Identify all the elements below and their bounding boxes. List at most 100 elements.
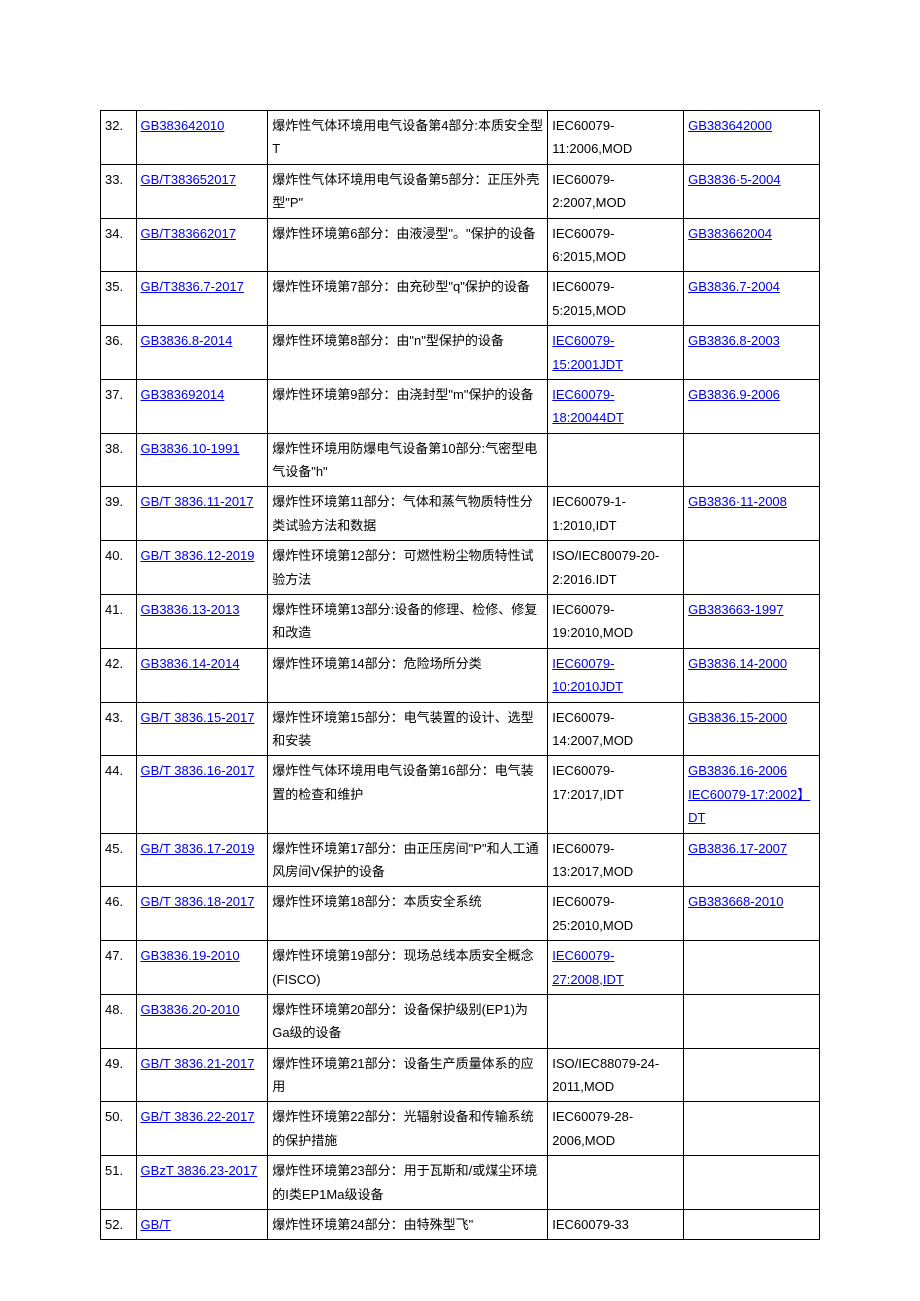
row-number: 32. (101, 111, 137, 165)
description-cell: 爆炸性环境第6部分：由液浸型"。"保护的设备 (268, 218, 548, 272)
standard-link[interactable]: GB/T 3836.18-2017 (141, 894, 255, 909)
row-number: 46. (101, 887, 137, 941)
replaces-cell (684, 1156, 820, 1210)
replaces-link[interactable]: GB3836·11-2008 (688, 494, 787, 509)
standard-link[interactable]: GB3836.8-2014 (141, 333, 233, 348)
standard-link[interactable]: GB3836.13-2013 (141, 602, 240, 617)
row-number: 36. (101, 326, 137, 380)
description-cell: 爆炸性环境用防爆电气设备第10部分:气密型电气设备"h" (268, 433, 548, 487)
standard-link[interactable]: GB3836.20-2010 (141, 1002, 240, 1017)
standard-code-cell: GB/T3836.7-2017 (136, 272, 268, 326)
standard-link[interactable]: GB/T 3836.21-2017 (141, 1056, 255, 1071)
description-cell: 爆炸性气体环境用电气设备第16部分：电气装置的检查和维护 (268, 756, 548, 833)
reference-link[interactable]: IEC60079-27:2008,IDT (552, 948, 624, 986)
replaces-link[interactable]: GB3836.17-2007 (688, 841, 787, 856)
standard-link[interactable]: GB383642010 (141, 118, 225, 133)
standard-link[interactable]: GB3836.14-2014 (141, 656, 240, 671)
description-cell: 爆炸性气体环境用电气设备第4部分:本质安全型T (268, 111, 548, 165)
table-row: 40. GB/T 3836.12-2019 爆炸性环境第12部分：可燃性粉尘物质特性… (101, 541, 820, 595)
replaces-cell: GB3836·5-2004 (684, 164, 820, 218)
table-row: 42.GB3836.14-2014爆炸性环境第14部分：危险场所分类IEC600… (101, 648, 820, 702)
replaces-link[interactable]: GB3836.7-2004 (688, 279, 780, 294)
reference-link[interactable]: IEC60079-10:2010JDT (552, 656, 623, 694)
row-number: 49. (101, 1048, 137, 1102)
table-row: 47.GB3836.19-2010爆炸性环境第19部分：现场总线本质安全概念(F… (101, 941, 820, 995)
standard-link[interactable]: GB/T 3836.17-2019 (141, 841, 255, 856)
standard-link[interactable]: GB/T 3836.11-2017 (141, 494, 254, 509)
standard-code-cell: GB/T (136, 1210, 268, 1240)
description-cell: 爆炸性环境第12部分：可燃性粉尘物质特性试验方法 (268, 541, 548, 595)
standard-link[interactable]: GB/T (141, 1217, 171, 1232)
replaces-cell: GB3836.14-2000 (684, 648, 820, 702)
standard-code-cell: GB/T 3836.22-2017 (136, 1102, 268, 1156)
table-row: 37.GB383692014爆炸性环境第9部分：由浇封型"m"保护的设备IEC6… (101, 379, 820, 433)
description-cell: 爆炸性环境第14部分：危险场所分类 (268, 648, 548, 702)
description-cell: 爆炸性环境第20部分：设备保护级别(EP1)为Ga级的设备 (268, 994, 548, 1048)
row-number: 35. (101, 272, 137, 326)
table-row: 44. GB/T 3836.16-2017 爆炸性气体环境用电气设备第16部分：电气… (101, 756, 820, 833)
table-row: 48.GB3836.20-2010爆炸性环境第20部分：设备保护级别(EP1)为… (101, 994, 820, 1048)
replaces-cell: GB3836.8-2003 (684, 326, 820, 380)
replaces-link[interactable]: GB383642000 (688, 118, 772, 133)
table-row: 49.GB/T 3836.21-2017爆炸性环境第21部分：设备生产质量体系的… (101, 1048, 820, 1102)
replaces-cell: GB3836.17-2007 (684, 833, 820, 887)
standard-code-cell: GB3836.13-2013 (136, 595, 268, 649)
table-row: 39.GB/T 3836.11-2017爆炸性环境第11部分：气体和蒸气物质特性… (101, 487, 820, 541)
reference-cell: IEC60079-5:2015,MOD (548, 272, 684, 326)
replaces-cell: GB383668-2010 (684, 887, 820, 941)
row-number: 41. (101, 595, 137, 649)
standard-link[interactable]: GB/T 3836.22-2017 (141, 1109, 255, 1124)
replaces-link[interactable]: GB3836.9-2006 (688, 387, 780, 402)
row-number: 44. (101, 756, 137, 833)
reference-cell: IEC60079-27:2008,IDT (548, 941, 684, 995)
reference-cell: IEC60079-13:2017,MOD (548, 833, 684, 887)
table-row: 38.GB3836.10-1991爆炸性环境用防爆电气设备第10部分:气密型电气… (101, 433, 820, 487)
table-row: 43.GB/T 3836.15-2017爆炸性环境第15部分：电气装置的设计、选… (101, 702, 820, 756)
row-number: 37. (101, 379, 137, 433)
table-row: 33.GB/T383652017爆炸性气体环境用电气设备第5部分：正压外壳型"P… (101, 164, 820, 218)
standard-code-cell: GB/T 3836.18-2017 (136, 887, 268, 941)
replaces-cell: GB3836.15-2000 (684, 702, 820, 756)
reference-cell: IEC60079-15:2001JDT (548, 326, 684, 380)
replaces-cell (684, 433, 820, 487)
replaces-link[interactable]: GB3836.16-2006 IEC60079-17:2002】DT (688, 763, 810, 825)
reference-link[interactable]: IEC60079-15:2001JDT (552, 333, 623, 371)
row-number: 40. (101, 541, 137, 595)
standard-link[interactable]: GB/T 3836.12-2019 (141, 548, 255, 563)
reference-cell: IEC60079-28-2006,MOD (548, 1102, 684, 1156)
standard-link[interactable]: GBzT 3836.23-2017 (141, 1163, 258, 1178)
replaces-link[interactable]: GB383662004 (688, 226, 772, 241)
standard-link[interactable]: GB/T383662017 (141, 226, 236, 241)
replaces-link[interactable]: GB383668-2010 (688, 894, 783, 909)
reference-cell: IEC60079-14:2007,MOD (548, 702, 684, 756)
row-number: 50. (101, 1102, 137, 1156)
description-cell: 爆炸性环境第23部分：用于瓦斯和/或煤尘环境的I类EP1Ma级设备 (268, 1156, 548, 1210)
standard-link[interactable]: GB/T 3836.15-2017 (141, 710, 255, 725)
description-cell: 爆炸性环境第19部分：现场总线本质安全概念(FISCO) (268, 941, 548, 995)
replaces-link[interactable]: GB3836.15-2000 (688, 710, 787, 725)
standard-link[interactable]: GB383692014 (141, 387, 225, 402)
standard-link[interactable]: GB/T383652017 (141, 172, 236, 187)
table-row: 41.GB3836.13-2013爆炸性环境第13部分:设备的修理、检修、修复和… (101, 595, 820, 649)
standard-link[interactable]: GB/T3836.7-2017 (141, 279, 244, 294)
reference-link[interactable]: IEC60079-18:20044DT (552, 387, 624, 425)
standard-code-cell: GB/T 3836.12-2019 (136, 541, 268, 595)
table-row: 35.GB/T3836.7-2017爆炸性环境第7部分：由充砂型"q"保护的设备… (101, 272, 820, 326)
description-cell: 爆炸性环境第15部分：电气装置的设计、选型和安装 (268, 702, 548, 756)
replaces-link[interactable]: GB3836.14-2000 (688, 656, 787, 671)
standard-code-cell: GB/T383662017 (136, 218, 268, 272)
replaces-link[interactable]: GB3836·5-2004 (688, 172, 781, 187)
replaces-link[interactable]: GB383663-1997 (688, 602, 783, 617)
standard-code-cell: GB3836.10-1991 (136, 433, 268, 487)
standard-link[interactable]: GB3836.19-2010 (141, 948, 240, 963)
table-row: 32.GB383642010爆炸性气体环境用电气设备第4部分:本质安全型TIEC… (101, 111, 820, 165)
replaces-link[interactable]: GB3836.8-2003 (688, 333, 780, 348)
standard-link[interactable]: GB3836.10-1991 (141, 441, 240, 456)
description-cell: 爆炸性环境第18部分：本质安全系统 (268, 887, 548, 941)
standard-code-cell: GB3836.20-2010 (136, 994, 268, 1048)
standard-code-cell: GB/T 3836.11-2017 (136, 487, 268, 541)
replaces-cell (684, 541, 820, 595)
standard-link[interactable]: GB/T 3836.16-2017 (141, 763, 255, 778)
reference-cell: ISO/IEC88079-24-2011,MOD (548, 1048, 684, 1102)
description-cell: 爆炸性环境第11部分：气体和蒸气物质特性分类试验方法和数据 (268, 487, 548, 541)
